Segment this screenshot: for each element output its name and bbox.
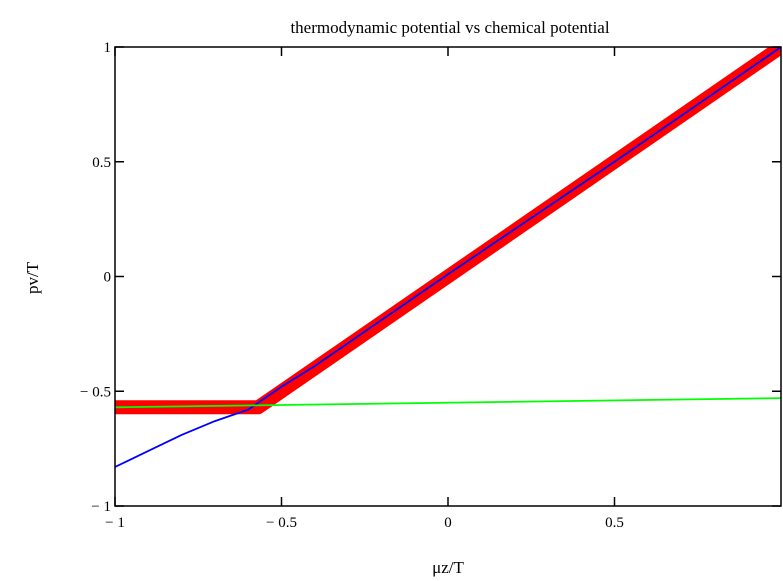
series-line-2 [115, 397, 781, 409]
ticks-layer: − 1 − 0.5 0 0.5 − 1 − 0.5 0 0.5 1 [80, 40, 781, 531]
x-tick-label: 0.5 [605, 515, 624, 531]
y-axis-label: pv/T [23, 261, 42, 294]
x-tick-label: 0 [444, 515, 452, 531]
chart-title: thermodynamic potential vs chemical pote… [290, 18, 609, 37]
y-tick-label: − 1 [91, 499, 111, 515]
x-axis-label: μz/T [432, 558, 464, 577]
series-line-0 [115, 47, 781, 415]
x-tick-label: − 0.5 [266, 515, 297, 531]
y-tick-label: 1 [104, 40, 112, 56]
series-line-1 [115, 47, 781, 468]
x-tick-label: − 1 [105, 515, 125, 531]
y-tick-label: 0.5 [92, 155, 111, 171]
y-tick-label: 0 [104, 270, 112, 286]
series-layer [115, 47, 781, 468]
y-tick-label: − 0.5 [80, 384, 111, 400]
